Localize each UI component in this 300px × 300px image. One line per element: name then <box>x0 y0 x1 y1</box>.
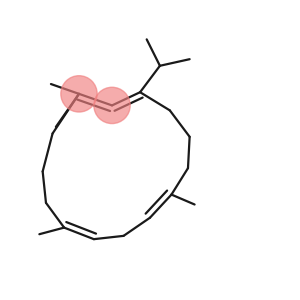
Circle shape <box>94 87 130 124</box>
Circle shape <box>61 76 97 112</box>
